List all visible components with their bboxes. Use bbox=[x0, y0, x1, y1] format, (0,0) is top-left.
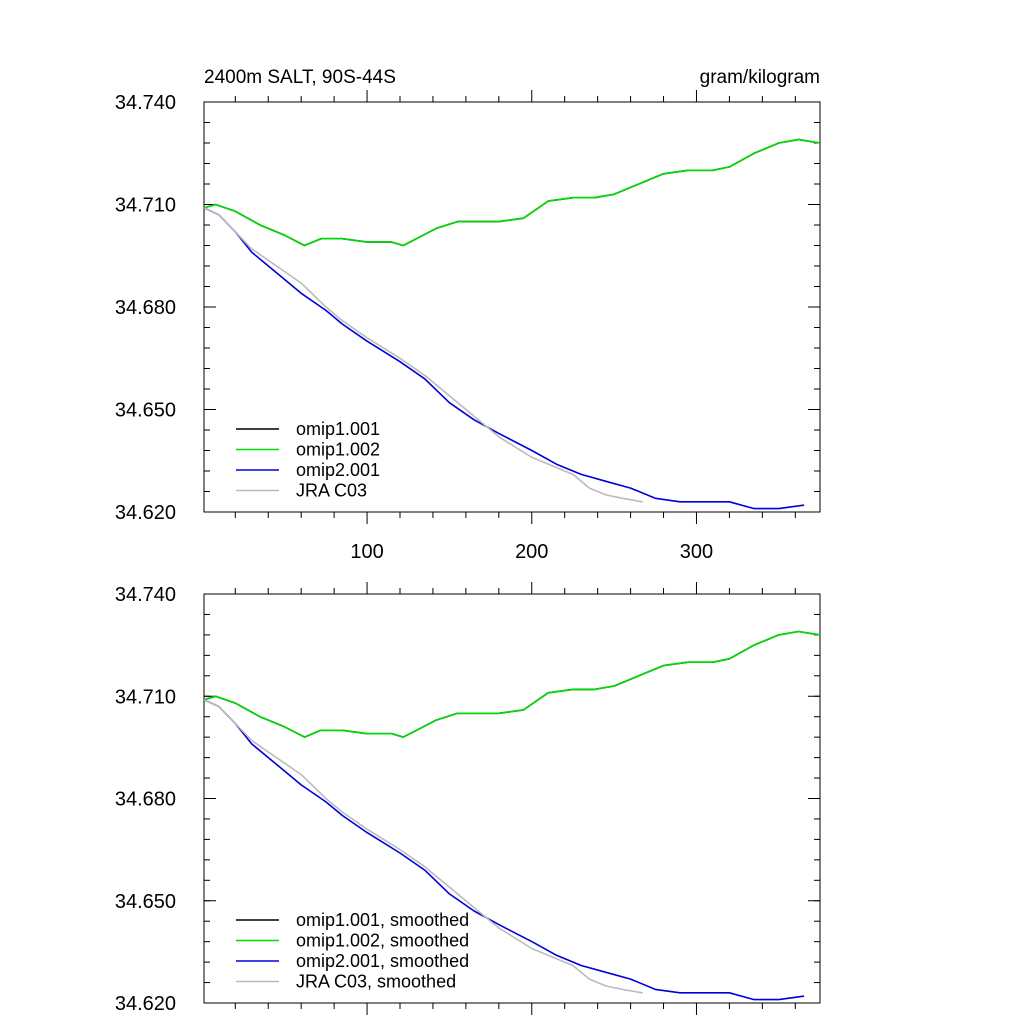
series-line bbox=[204, 630, 820, 738]
top-panel: 34.620 34.650 34.680 34.710 34.740 100 200 300 o… bbox=[115, 90, 821, 563]
y-tick-label: 34.710 bbox=[115, 195, 176, 217]
legend-label: omip2.001 bbox=[296, 460, 380, 480]
x-tick-label: 200 bbox=[515, 541, 548, 563]
bottom-panel: 34.620 34.650 34.680 34.710 34.740 omip1.001,… bbox=[115, 582, 821, 1015]
y-tick-label: 34.680 bbox=[115, 297, 176, 319]
legend-label: JRA C03, smoothed bbox=[296, 972, 456, 992]
legend-label: omip1.001 bbox=[296, 419, 380, 439]
y-tick-label: 34.650 bbox=[115, 400, 176, 422]
series-line bbox=[204, 698, 805, 1001]
series-line bbox=[204, 698, 643, 994]
legend-label: JRA C03 bbox=[296, 481, 367, 501]
y-tick-label: 34.680 bbox=[115, 789, 176, 811]
series-line bbox=[204, 207, 805, 510]
chart-title-left: 2400m SALT, 90S-44S bbox=[204, 67, 396, 88]
y-tick-label: 34.710 bbox=[115, 686, 176, 708]
y-tick-label: 34.740 bbox=[115, 584, 176, 606]
y-tick-label: 34.650 bbox=[115, 891, 176, 913]
x-tick-label: 100 bbox=[350, 541, 383, 563]
series-line bbox=[204, 138, 820, 247]
y-tick-label: 34.620 bbox=[115, 502, 176, 524]
series-line bbox=[204, 630, 820, 738]
legend-label: omip1.002 bbox=[296, 440, 380, 460]
series-line bbox=[204, 207, 643, 503]
series-line bbox=[204, 138, 820, 247]
x-tick-label: 300 bbox=[680, 541, 713, 563]
legend-label: omip1.001, smoothed bbox=[296, 910, 469, 930]
y-tick-label: 34.740 bbox=[115, 92, 176, 114]
legend-label: omip1.002, smoothed bbox=[296, 931, 469, 951]
chart-units-label: gram/kilogram bbox=[700, 67, 820, 88]
legend-label: omip2.001, smoothed bbox=[296, 951, 469, 971]
y-tick-label: 34.620 bbox=[115, 993, 176, 1015]
